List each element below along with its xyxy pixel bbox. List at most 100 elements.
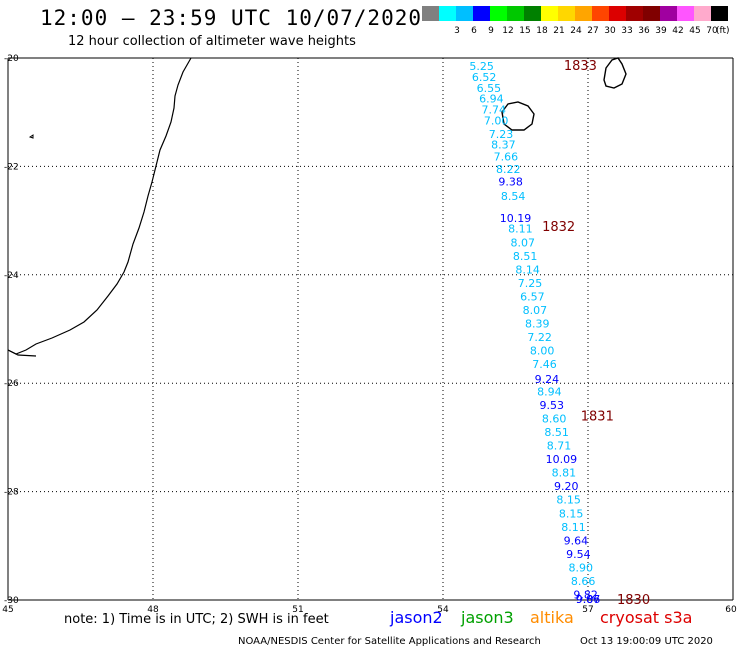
timestamp: Oct 13 19:00:09 UTC 2020 [580,636,713,647]
wave-height-value: 8.11 [508,223,533,236]
axis-tick-labels: 45 48 51 54 57 60 -20 -22 -24 -26 -28 -30 [2,54,737,615]
lon-tick-label: 48 [147,605,159,615]
wave-height-value: 8.15 [556,494,581,507]
legend-label: 70 [706,26,718,36]
wave-height-value: 9.82 [573,589,598,602]
coastline-mozambique [7,57,192,355]
pass-time-label: 1831 [581,410,614,425]
legend-swatch [643,6,660,21]
wave-height-value: 9.06 [576,593,601,606]
legend-label: 15 [519,26,531,36]
wave-height-value: 9.64 [564,534,589,547]
wave-height-value: 8.07 [511,236,536,249]
map-subtitle: 12 hour collection of altimeter wave hei… [68,34,356,49]
legend-swatch [490,6,507,21]
legend-label: 30 [604,26,616,36]
lat-tick-label: -24 [4,271,19,281]
credit-line: NOAA/NESDIS Center for Satellite Applica… [238,636,541,647]
lon-tick-label: 51 [292,605,303,615]
legend-label: 12 [502,26,514,36]
wave-height-value: 7.23 [489,128,514,141]
wave-height-value: 9.53 [540,399,565,412]
wave-height-value: 5.25 [469,60,494,73]
legend-swatch [694,6,711,21]
wave-height-value: 7.66 [494,151,519,164]
map-title: 12:00 – 23:59 UTC 10/07/2020 [40,6,423,30]
island-mauritius [603,57,627,89]
wave-height-value: 6.94 [479,93,504,106]
wave-height-value: 8.22 [496,163,521,176]
lat-tick-label: -26 [4,379,19,389]
legend-swatch [575,6,592,21]
wave-height-value: 9.87 [576,593,601,606]
legend-swatch [439,6,456,21]
legend-label: 6 [471,26,477,36]
wave-height-value: 7.22 [527,331,552,344]
wave-height-value: 6.52 [472,71,497,84]
wave-height-value: 8.71 [547,440,572,453]
graticule [7,57,734,601]
legend-swatch [422,6,439,21]
wave-height-value: 10.09 [546,453,578,466]
wave-height-value: 9.20 [554,480,579,493]
legend-label: 39 [655,26,667,36]
lon-tick-label: 54 [437,605,449,615]
footer-note: note: 1) Time is in UTC; 2) SWH is in fe… [64,612,329,627]
legend-unit: (ft) [716,26,730,36]
wave-height-value: 8.81 [552,467,577,480]
wave-height-value: 8.51 [513,250,538,263]
wave-height-value: 7.46 [532,358,557,371]
legend-label: 24 [570,26,582,36]
wave-height-value: 7.00 [484,114,509,127]
wave-height-value: 6.55 [477,82,502,95]
legend-swatch [456,6,473,21]
wave-height-value: 8.54 [501,190,526,203]
legend-label: 27 [587,26,599,36]
legend-swatch [524,6,541,21]
wave-height-value: 8.00 [530,345,555,358]
wave-height-value: 8.07 [523,304,548,317]
wave-height-value: 8.11 [561,521,586,534]
wave-height-value: 8.39 [525,318,550,331]
coastline-madagascar [7,349,37,357]
wave-height-value: 10.19 [500,212,532,225]
legend-label: 3 [454,26,460,36]
lat-tick-label: -22 [4,162,19,172]
wave-height-value: 8.60 [542,412,567,425]
legend-swatch [626,6,643,21]
legend-label: 18 [536,26,548,36]
legend-swatch [592,6,609,21]
satellite-label: jason3 [461,608,514,627]
wave-height-value: 9.54 [566,548,591,561]
wave-height-value: 8.51 [544,426,569,439]
lon-tick-label: 57 [582,605,593,615]
legend-label: 36 [638,26,650,36]
pass-time-label: 1832 [542,220,575,235]
satellite-label: jason2 [390,608,443,627]
wave-height-value: 7.25 [518,277,543,290]
legend-swatch [609,6,626,21]
legend-swatch [660,6,677,21]
wave-height-value: 8.94 [537,385,562,398]
legend-swatch [711,6,728,21]
lat-tick-label: -28 [4,488,19,498]
pass-time-label: 1830 [617,593,650,608]
legend-swatch [473,6,490,21]
wave-height-value: 8.37 [491,139,516,152]
satellite-label: cryosat s3a [600,608,693,627]
legend-swatch [541,6,558,21]
wave-height-value: 9.38 [498,176,523,189]
legend-label: 45 [689,26,701,36]
wave-height-value: 8.14 [515,263,540,276]
observation-marks: 5.256.526.556.947.747.007.238.377.668.22… [469,59,650,608]
pass-time-label: 1833 [564,59,597,74]
african-coastline [7,57,192,357]
island-small [28,134,34,139]
legend-label: 33 [621,26,633,36]
legend-label: 9 [488,26,494,36]
lat-tick-label: -30 [4,596,19,606]
wave-height-value: 6.57 [520,290,545,303]
legend-label: 21 [553,26,565,36]
wave-height-value: 8.90 [569,561,594,574]
legend-swatch [507,6,524,21]
